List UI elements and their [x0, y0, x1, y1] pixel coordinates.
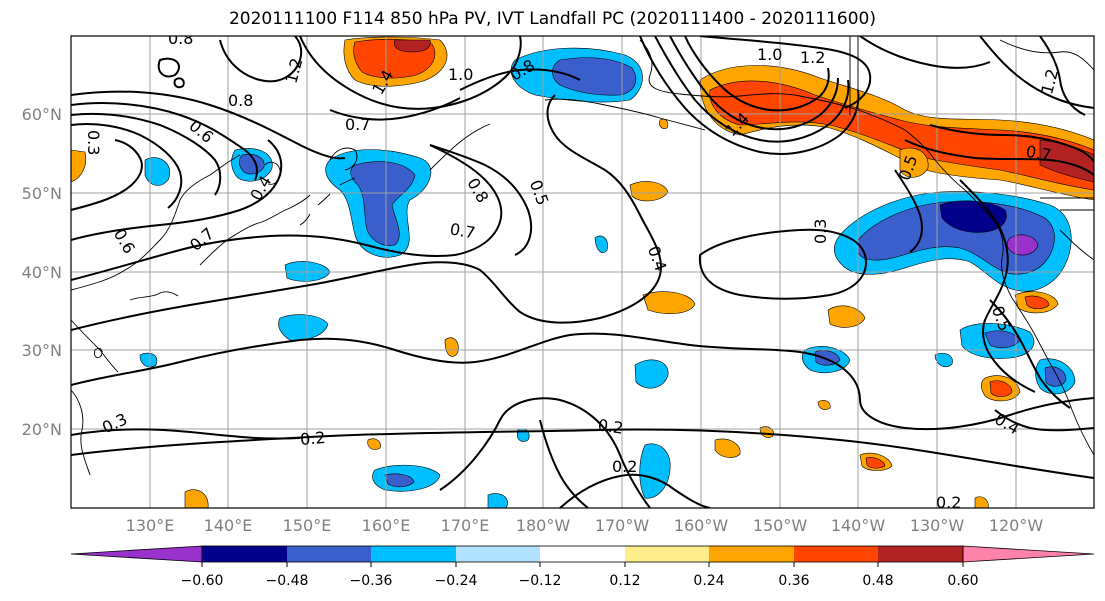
- colorbar-cell: [287, 546, 371, 562]
- contour-label: 0.7: [448, 219, 476, 242]
- colorbar-cells: [70, 545, 1095, 563]
- contour-label: 1.0: [448, 65, 473, 84]
- colorbar-tick-label: 0.36: [778, 573, 809, 589]
- colorbar-tick-label: 0.60: [947, 573, 978, 589]
- colorbar-cell: [878, 546, 963, 562]
- colorbar-tick-label: −0.36: [350, 573, 393, 589]
- contour-label: 0.7: [1024, 142, 1052, 165]
- lon-label: 140°E: [204, 516, 253, 535]
- lon-label: 180°W: [516, 516, 571, 535]
- lon-label: 130°E: [126, 516, 175, 535]
- colorbar-ticks: [201, 562, 964, 567]
- contour-label: 0.2: [299, 428, 326, 449]
- colorbar-extend-low: [70, 545, 203, 563]
- colorbar-tick-label: 0.48: [862, 573, 893, 589]
- colorbar-tick-label: 0.24: [693, 573, 724, 589]
- colorbar-extend-high: [962, 545, 1095, 563]
- colorbar-tick-label: 0.12: [609, 573, 640, 589]
- contour-label: 1.2: [800, 48, 825, 67]
- colorbar-cell: [456, 546, 540, 562]
- contour-label: 0.2: [612, 457, 637, 476]
- colorbar-cell: [540, 546, 625, 562]
- lat-label: 50°N: [22, 184, 62, 203]
- colorbar-cell: [794, 546, 878, 562]
- colorbar-cell: [709, 546, 794, 562]
- map-content: 0.8 1.2 0.8 1.0 0.8 1.0 1.2 1.4 1.4 1.2 …: [71, 29, 1094, 512]
- colorbar-tick-label: −0.24: [435, 573, 478, 589]
- colorbar-cell: [625, 546, 709, 562]
- colorbar-cell: [371, 546, 456, 562]
- contour-label: 1.0: [757, 45, 782, 64]
- shading-layer: [71, 36, 1094, 508]
- lat-label: 60°N: [22, 105, 62, 124]
- lon-label: 170°E: [441, 516, 490, 535]
- contour-label: 0.8: [228, 91, 253, 110]
- lon-label: 150°E: [283, 516, 332, 535]
- colorbar-outline: [201, 545, 964, 563]
- map-title: 2020111100 F114 850 hPa PV, IVT Landfall…: [228, 9, 876, 29]
- lon-label: 140°W: [831, 516, 886, 535]
- contour-label: 0.3: [84, 130, 103, 155]
- lon-label: 160°E: [362, 516, 411, 535]
- map-frame: [70, 35, 1095, 509]
- colorbar-cell: [202, 546, 287, 562]
- contour-label: 0.3: [811, 219, 830, 244]
- lon-label: 150°W: [753, 516, 808, 535]
- lon-label: 120°W: [989, 516, 1044, 535]
- colorbar-tick-label: −0.60: [181, 573, 224, 589]
- lat-label: 30°N: [22, 341, 62, 360]
- colorbar-tick-label: −0.48: [266, 573, 309, 589]
- lon-label: 170°W: [595, 516, 650, 535]
- lon-label: 160°W: [674, 516, 729, 535]
- latitude-labels: 60°N 50°N 40°N 30°N 20°N: [22, 105, 62, 439]
- contour-label: 0.7: [345, 115, 370, 134]
- lon-label: 130°W: [910, 516, 965, 535]
- contour-label: 0.2: [597, 415, 625, 437]
- pv-contours: [71, 36, 1094, 508]
- lat-label: 40°N: [22, 263, 62, 282]
- contour-label: 0.8: [168, 29, 193, 48]
- coastlines: [71, 36, 1094, 476]
- lat-label: 20°N: [22, 420, 62, 439]
- contour-label: 0.2: [936, 493, 961, 512]
- colorbar-tick-label: −0.12: [519, 573, 562, 589]
- colorbar: −0.60 −0.48 −0.36 −0.24 −0.12 0.12 0.24 …: [70, 545, 1095, 589]
- colorbar-tick-labels: −0.60 −0.48 −0.36 −0.24 −0.12 0.12 0.24 …: [181, 573, 979, 589]
- longitude-labels: 130°E 140°E 150°E 160°E 170°E 180°W 170°…: [126, 516, 1044, 535]
